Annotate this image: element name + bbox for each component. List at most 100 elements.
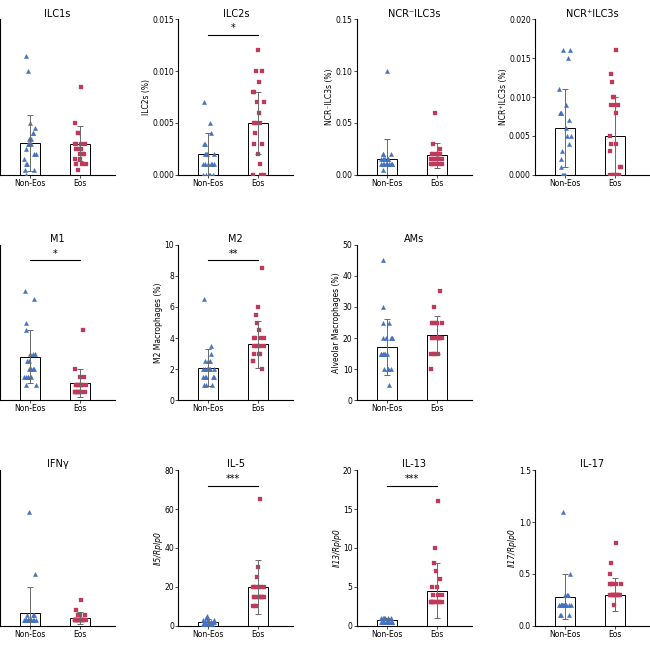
Point bbox=[433, 149, 443, 159]
Bar bbox=[426, 155, 447, 175]
Point bbox=[383, 154, 393, 164]
Point bbox=[605, 559, 616, 569]
Bar bbox=[248, 123, 268, 175]
Point bbox=[200, 617, 210, 627]
Point bbox=[385, 159, 396, 170]
Point bbox=[70, 615, 80, 626]
Point bbox=[80, 139, 90, 149]
Point bbox=[556, 162, 566, 172]
Point bbox=[201, 372, 211, 382]
Y-axis label: Alveolar Macrophages (%): Alveolar Macrophages (%) bbox=[332, 272, 341, 373]
Point bbox=[379, 613, 389, 623]
Point bbox=[437, 154, 447, 164]
Point bbox=[383, 154, 393, 164]
Point bbox=[249, 86, 259, 97]
Point bbox=[27, 128, 38, 139]
Point bbox=[255, 341, 265, 351]
Point bbox=[21, 615, 31, 626]
Point bbox=[435, 286, 445, 297]
Point bbox=[204, 364, 214, 374]
Point bbox=[376, 154, 387, 164]
Point bbox=[252, 149, 263, 159]
Point bbox=[558, 45, 569, 55]
Bar bbox=[248, 344, 268, 401]
Point bbox=[254, 108, 265, 118]
Point bbox=[209, 615, 219, 625]
Point bbox=[606, 590, 617, 600]
Point bbox=[556, 600, 567, 610]
Point bbox=[253, 562, 263, 573]
Point bbox=[72, 164, 83, 175]
Bar bbox=[426, 335, 447, 401]
Point bbox=[24, 364, 34, 374]
Point bbox=[257, 591, 267, 602]
Point bbox=[376, 613, 386, 623]
Point bbox=[71, 615, 81, 626]
Point bbox=[207, 372, 218, 382]
Point bbox=[73, 128, 84, 139]
Point bbox=[21, 610, 32, 620]
Point bbox=[377, 149, 387, 159]
Point bbox=[611, 537, 621, 548]
Point bbox=[75, 154, 85, 164]
Point bbox=[259, 341, 269, 351]
Point bbox=[604, 146, 615, 157]
Point bbox=[29, 149, 40, 159]
Point bbox=[556, 146, 567, 157]
Point bbox=[22, 372, 32, 382]
Point bbox=[250, 128, 260, 139]
Point bbox=[198, 170, 208, 180]
Y-axis label: M2 Macrophages (%): M2 Macrophages (%) bbox=[154, 283, 163, 362]
Point bbox=[249, 591, 259, 602]
Point bbox=[381, 159, 391, 170]
Point bbox=[19, 615, 29, 626]
Point bbox=[385, 617, 396, 627]
Point bbox=[200, 372, 210, 382]
Point bbox=[380, 348, 391, 359]
Point bbox=[562, 131, 573, 141]
Point bbox=[70, 118, 80, 128]
Point bbox=[248, 356, 258, 366]
Point bbox=[31, 379, 41, 390]
Bar bbox=[20, 357, 40, 401]
Point bbox=[386, 613, 396, 623]
Point bbox=[253, 45, 263, 55]
Point bbox=[561, 123, 571, 134]
Title: IL-17: IL-17 bbox=[580, 459, 605, 470]
Point bbox=[383, 364, 393, 374]
Y-axis label: NCR⁻ILC3s (%): NCR⁻ILC3s (%) bbox=[325, 69, 334, 125]
Bar bbox=[248, 587, 268, 626]
Point bbox=[257, 139, 267, 149]
Point bbox=[381, 617, 391, 627]
Point bbox=[556, 600, 566, 610]
Point bbox=[614, 170, 624, 180]
Point bbox=[613, 100, 623, 110]
Point bbox=[72, 379, 82, 390]
Point bbox=[428, 333, 438, 343]
Point bbox=[75, 372, 85, 382]
Point bbox=[378, 333, 388, 343]
Point bbox=[23, 372, 33, 382]
Point bbox=[22, 139, 32, 149]
Point bbox=[429, 302, 439, 312]
Point bbox=[382, 617, 392, 627]
Point bbox=[203, 364, 214, 374]
Point bbox=[252, 591, 263, 602]
Point bbox=[73, 615, 83, 626]
Point bbox=[251, 66, 261, 76]
Point bbox=[77, 379, 88, 390]
Point bbox=[435, 597, 445, 608]
Point bbox=[31, 149, 41, 159]
Point bbox=[25, 615, 36, 626]
Point bbox=[200, 617, 210, 627]
Point bbox=[609, 170, 619, 180]
Point bbox=[559, 170, 569, 180]
Point bbox=[76, 379, 86, 390]
Point bbox=[259, 582, 269, 592]
Point bbox=[71, 139, 81, 149]
Point bbox=[426, 597, 437, 608]
Point bbox=[29, 294, 40, 304]
Point bbox=[205, 617, 216, 627]
Point bbox=[426, 364, 436, 374]
Point bbox=[432, 149, 442, 159]
